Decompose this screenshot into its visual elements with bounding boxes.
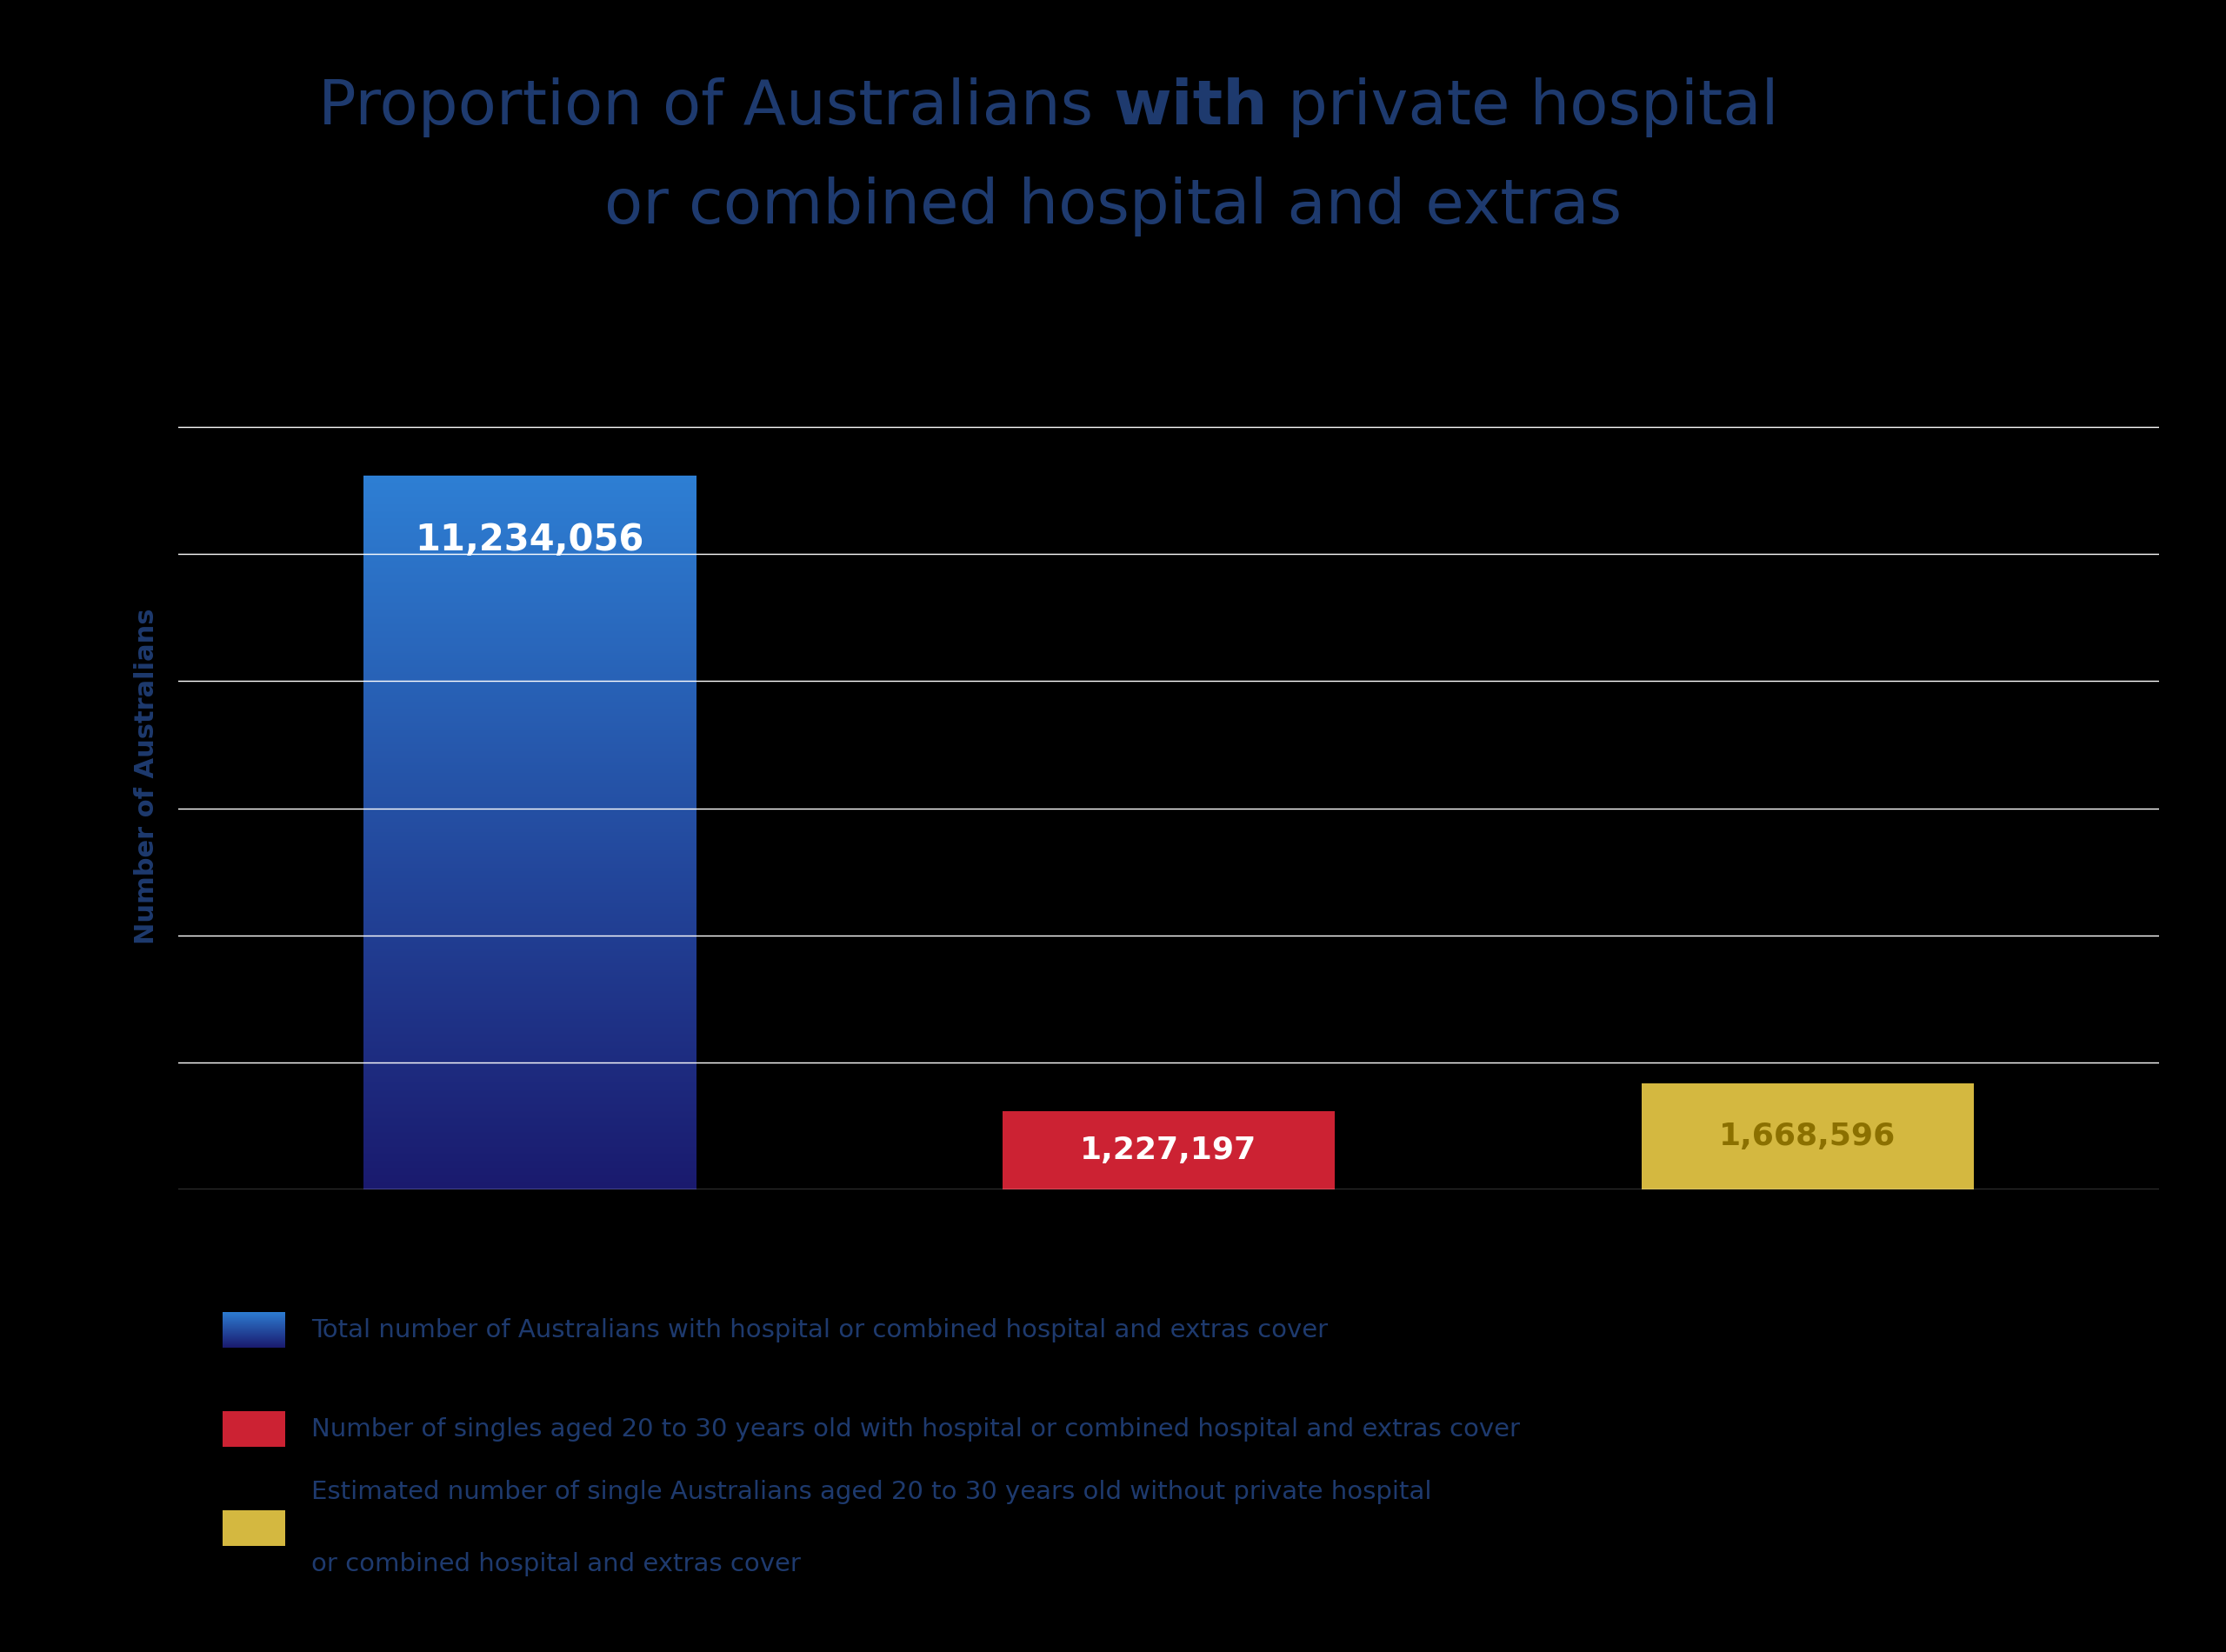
Text: private hospital: private hospital (1267, 78, 1779, 137)
Text: or combined hospital and extras: or combined hospital and extras (603, 177, 1623, 236)
Text: 1,227,197: 1,227,197 (1080, 1135, 1258, 1165)
Text: with: with (1113, 78, 1267, 137)
Text: 11,234,056: 11,234,056 (414, 522, 643, 558)
Y-axis label: Number of Australians: Number of Australians (134, 608, 160, 945)
Text: Number of singles aged 20 to 30 years old with hospital or combined hospital and: Number of singles aged 20 to 30 years ol… (312, 1417, 1520, 1441)
Bar (1002, 1112, 1336, 1189)
Bar (1641, 1084, 1974, 1189)
Text: Estimated number of single Australians aged 20 to 30 years old without private h: Estimated number of single Australians a… (312, 1480, 1431, 1503)
Text: Total number of Australians with hospital or combined hospital and extras cover: Total number of Australians with hospita… (312, 1318, 1329, 1341)
Text: 1,668,596: 1,668,596 (1718, 1122, 1897, 1151)
Text: Proportion of Australians: Proportion of Australians (318, 78, 1113, 137)
Text: or combined hospital and extras cover: or combined hospital and extras cover (312, 1553, 801, 1576)
